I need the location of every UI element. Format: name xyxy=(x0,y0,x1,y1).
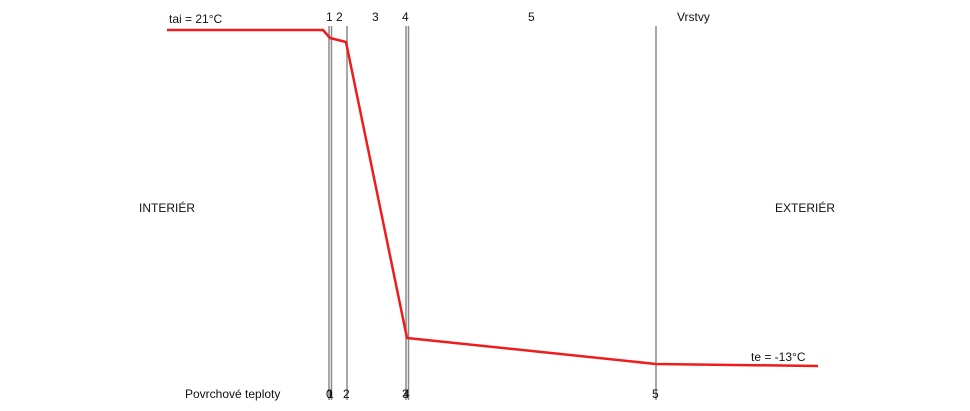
layer-number-5: 5 xyxy=(528,10,535,24)
temperature-line xyxy=(167,28,819,368)
layer-number-4: 4 xyxy=(402,10,409,24)
boundary-number-1: 1 xyxy=(327,387,334,401)
boundary-number-2: 2 xyxy=(343,387,350,401)
interior-temperature-label: tai = 21°C xyxy=(169,12,222,26)
exterior-temperature-label: te = -13°C xyxy=(751,350,806,364)
boundary-number-5: 5 xyxy=(652,387,659,401)
exterior-label: EXTERIÉR xyxy=(775,200,835,215)
boundary-number-3: 3 xyxy=(402,387,409,401)
surface-temps-label: Povrchové teploty xyxy=(185,387,280,401)
layer-boundaries xyxy=(328,26,657,400)
layers-title: Vrstvy xyxy=(677,10,710,24)
layer-number-1: 1 xyxy=(326,10,333,24)
boundary-number-4: 4 xyxy=(403,387,410,401)
interior-label: INTERIÉR xyxy=(139,200,195,215)
layer-number-2: 2 xyxy=(336,10,343,24)
layer-number-3: 3 xyxy=(372,10,379,24)
boundary-number-0: 0 xyxy=(326,387,333,401)
